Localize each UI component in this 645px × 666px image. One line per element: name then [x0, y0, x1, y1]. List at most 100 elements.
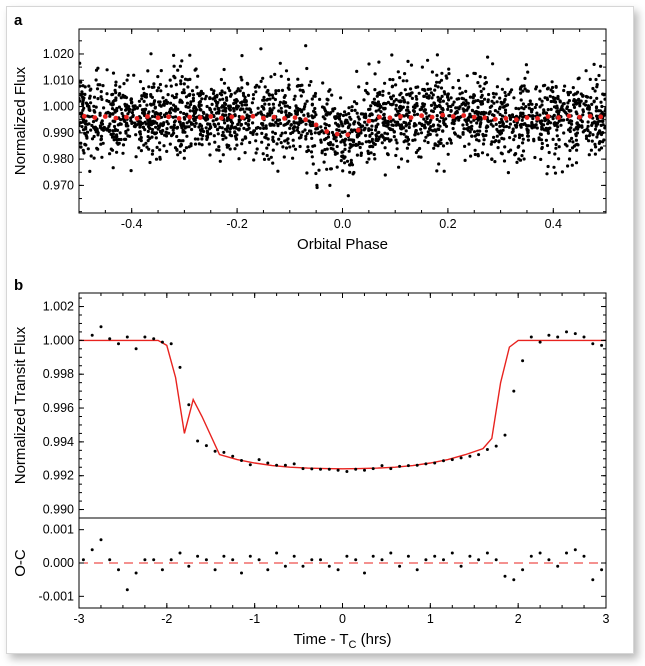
data-point	[530, 107, 534, 112]
data-point	[383, 131, 387, 135]
data-point	[335, 151, 339, 155]
data-point	[170, 125, 174, 129]
data-point	[378, 105, 382, 110]
data-point	[114, 98, 118, 102]
data-point	[381, 117, 385, 121]
data-point	[423, 139, 427, 143]
data-point	[179, 99, 183, 103]
data-point	[176, 153, 180, 157]
data-point	[525, 127, 529, 131]
data-point	[154, 136, 158, 140]
data-point	[185, 134, 189, 138]
data-point	[330, 93, 334, 97]
data-point	[547, 127, 551, 131]
data-point	[566, 93, 571, 97]
data-point	[240, 86, 244, 90]
data-point	[447, 67, 451, 71]
data-point	[213, 140, 217, 144]
data-point	[464, 89, 468, 93]
data-point	[412, 113, 417, 117]
data-point	[118, 131, 122, 135]
data-point	[111, 129, 115, 133]
data-point	[228, 130, 232, 134]
data-point	[415, 97, 419, 101]
data-point	[575, 148, 579, 152]
transit-point	[213, 449, 217, 453]
data-point	[599, 123, 603, 127]
transit-point	[160, 340, 164, 344]
data-point	[168, 110, 172, 114]
data-point	[257, 85, 261, 89]
data-point	[550, 80, 554, 84]
data-point	[452, 100, 456, 104]
data-point	[463, 144, 467, 148]
data-point	[100, 97, 104, 101]
data-point	[115, 150, 119, 154]
data-point	[235, 143, 239, 147]
data-point	[488, 105, 492, 109]
data-point	[230, 121, 235, 125]
residual-point	[573, 548, 577, 552]
data-point	[221, 153, 225, 157]
data-point	[439, 138, 443, 142]
data-point	[373, 88, 377, 92]
data-point	[274, 120, 278, 124]
data-point	[98, 124, 102, 128]
data-point	[465, 74, 469, 78]
data-point	[190, 127, 194, 132]
data-point	[374, 102, 378, 106]
residual-point	[450, 551, 454, 555]
data-point	[370, 131, 374, 136]
binned-point	[556, 115, 561, 120]
data-point	[422, 87, 426, 92]
data-point	[516, 145, 520, 149]
data-point	[341, 155, 345, 159]
data-point	[586, 120, 590, 124]
data-point	[446, 92, 450, 96]
residual-point	[371, 554, 375, 558]
data-point	[265, 153, 269, 158]
data-point	[214, 111, 219, 115]
data-point	[476, 98, 480, 103]
data-point	[518, 87, 522, 91]
transit-point	[345, 470, 349, 473]
data-point	[271, 138, 275, 142]
data-point	[180, 75, 184, 79]
panel-a-letter: a	[14, 12, 23, 29]
binned-point	[492, 116, 498, 122]
data-point	[293, 94, 297, 98]
data-point	[598, 109, 603, 113]
data-point	[350, 108, 354, 113]
data-point	[440, 94, 444, 98]
data-point	[438, 105, 442, 109]
binned-point	[324, 129, 330, 134]
data-point	[121, 114, 125, 118]
data-point	[325, 167, 329, 171]
data-point	[547, 150, 551, 155]
data-point	[383, 138, 387, 142]
data-point	[221, 113, 225, 117]
y-axis-label: Normalized Transit Flux	[12, 326, 29, 484]
data-point	[501, 128, 505, 132]
data-point	[454, 106, 458, 110]
data-point	[124, 104, 128, 108]
data-point	[592, 120, 596, 125]
data-point	[585, 127, 589, 131]
data-point	[435, 133, 439, 137]
data-point	[195, 85, 199, 89]
transit-point	[380, 464, 384, 468]
data-point	[248, 140, 252, 145]
data-point	[426, 87, 430, 91]
data-point	[587, 105, 592, 109]
data-point	[517, 135, 522, 140]
binned-point	[482, 115, 488, 121]
data-point	[215, 148, 219, 152]
data-point	[489, 122, 493, 126]
data-point	[467, 126, 471, 130]
data-point	[193, 137, 197, 141]
data-point	[544, 138, 549, 142]
data-point	[436, 95, 440, 99]
data-point	[451, 103, 455, 107]
data-point	[115, 138, 119, 142]
data-point	[405, 146, 409, 150]
